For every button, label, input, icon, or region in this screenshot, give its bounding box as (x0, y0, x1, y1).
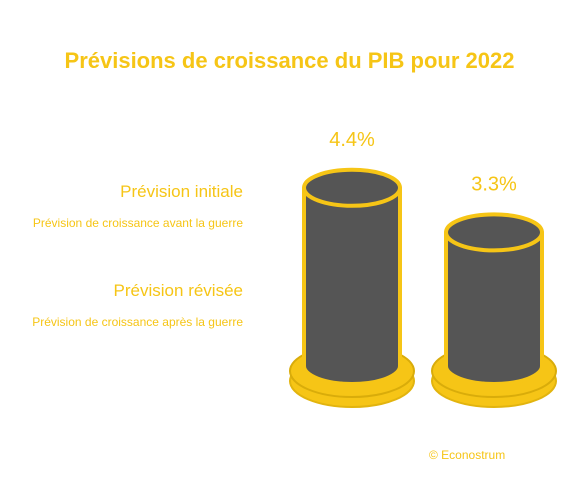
cylinder-top (444, 212, 544, 253)
cylinder-body (444, 230, 544, 386)
legend-item-revised: Prévision révisée Prévision de croissanc… (18, 281, 243, 331)
legend-label: Prévision initiale (120, 182, 243, 201)
legend-item-initial: Prévision initiale Prévision de croissan… (18, 182, 243, 232)
value-label: 4.4% (329, 129, 375, 151)
legend-label: Prévision révisée (113, 281, 243, 300)
legend-description: Prévision de croissance avant la guerre (32, 216, 243, 230)
credit-text: © Econostrum (429, 448, 506, 462)
chart-title: Prévisions de croissance du PIB pour 202… (64, 48, 515, 73)
cylinder-body (302, 185, 402, 386)
cylinder-top (302, 167, 402, 208)
value-label: 3.3% (471, 173, 517, 195)
legend-description: Prévision de croissance après la guerre (32, 315, 243, 329)
